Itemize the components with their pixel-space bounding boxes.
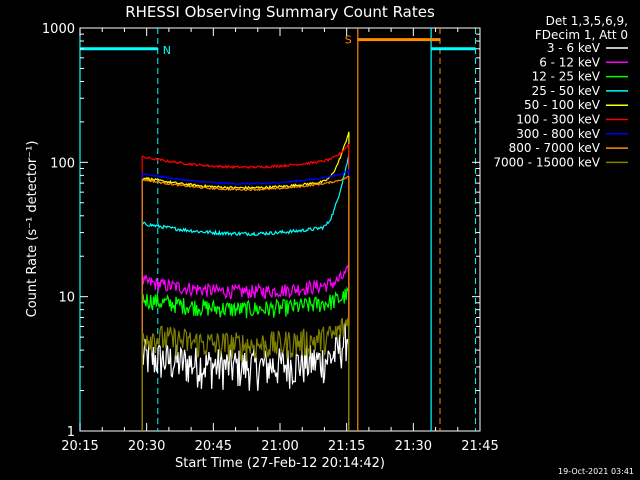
series-line-5 [141, 131, 350, 431]
legend-entry-label: 7000 - 15000 keV [493, 155, 600, 169]
legend-entry-label: 3 - 6 keV [547, 41, 601, 55]
legend-entry-label: 12 - 25 keV [532, 70, 601, 84]
x-tick-label: 21:30 [395, 439, 432, 454]
legend-header-line-1: Det 1,3,5,6,9, [546, 14, 628, 28]
y-axis-label: Count Rate (s⁻¹ detector⁻¹) [25, 141, 40, 318]
series-line-2 [141, 264, 350, 431]
x-tick-label: 20:30 [128, 439, 165, 454]
chart-marks: NS [79, 28, 477, 431]
legend-entry-label: 800 - 7000 keV [509, 141, 601, 155]
series-line-7 [141, 167, 350, 431]
legend-header-line-2: FDecim 1, Att 0 [535, 28, 628, 42]
x-axis-label: Start Time (27-Feb-12 20:14:42) [175, 456, 385, 471]
y-tick-label: 1 [67, 425, 75, 440]
y-tick-label: 1000 [42, 22, 75, 37]
x-tick-label: 20:15 [61, 439, 98, 454]
legend-entry-label: 50 - 100 keV [524, 98, 601, 112]
night-flag-label: N [163, 44, 171, 57]
series-line-4 [141, 155, 350, 431]
legend-entry-label: 6 - 12 keV [539, 55, 601, 69]
x-tick-label: 21:45 [461, 439, 498, 454]
x-tick-label: 21:15 [328, 439, 365, 454]
x-tick-label: 21:00 [261, 439, 298, 454]
y-tick-label: 100 [50, 156, 75, 171]
series-line-3 [141, 286, 350, 431]
timestamp: 19-Oct-2021 03:41 [558, 467, 634, 476]
plot-area [79, 27, 481, 432]
legend: Det 1,3,5,6,9, FDecim 1, Att 0 3 - 6 keV… [493, 14, 628, 169]
legend-entry-label: 25 - 50 keV [532, 84, 601, 98]
legend-entry-label: 300 - 800 keV [516, 127, 600, 141]
legend-entry-label: 100 - 300 keV [516, 113, 600, 127]
chart-axes: 1 10 100 1000 20:15 20:30 20:45 21:00 21:15 21:30… [42, 22, 499, 454]
y-tick-label: 10 [58, 291, 75, 306]
series-line-9 [141, 317, 350, 431]
x-tick-label: 20:45 [195, 439, 232, 454]
series-line-8 [141, 175, 350, 431]
chart-title: RHESSI Observing Summary Count Rates [125, 3, 435, 21]
series-line-6 [141, 143, 350, 431]
saa-flag-label: S [345, 34, 352, 47]
